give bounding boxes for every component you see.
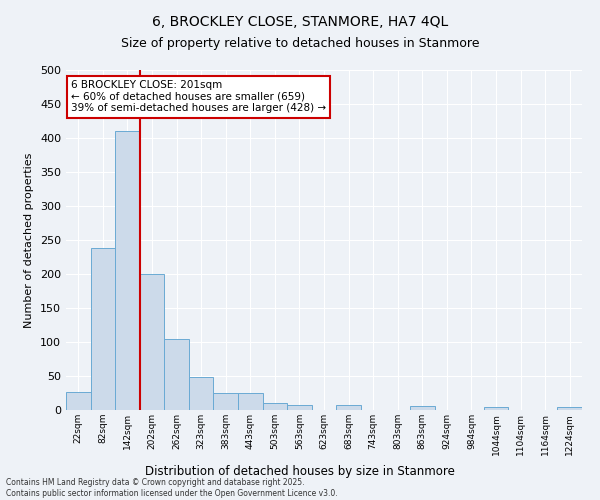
Bar: [263, 402, 287, 410]
Bar: [91, 248, 115, 410]
Bar: [214, 393, 238, 410]
Bar: [115, 131, 140, 410]
Text: Contains HM Land Registry data © Crown copyright and database right 2025.
Contai: Contains HM Land Registry data © Crown c…: [6, 478, 338, 498]
Bar: [410, 406, 434, 410]
Y-axis label: Number of detached properties: Number of detached properties: [25, 152, 34, 328]
Bar: [238, 393, 263, 410]
Text: 6, BROCKLEY CLOSE, STANMORE, HA7 4QL: 6, BROCKLEY CLOSE, STANMORE, HA7 4QL: [152, 15, 448, 29]
Bar: [484, 408, 508, 410]
Bar: [336, 405, 361, 410]
Bar: [66, 392, 91, 410]
Bar: [164, 338, 189, 410]
Bar: [189, 376, 214, 410]
Text: Size of property relative to detached houses in Stanmore: Size of property relative to detached ho…: [121, 38, 479, 51]
Bar: [287, 404, 312, 410]
Bar: [557, 408, 582, 410]
Text: Distribution of detached houses by size in Stanmore: Distribution of detached houses by size …: [145, 465, 455, 478]
Bar: [140, 274, 164, 410]
Text: 6 BROCKLEY CLOSE: 201sqm
← 60% of detached houses are smaller (659)
39% of semi-: 6 BROCKLEY CLOSE: 201sqm ← 60% of detach…: [71, 80, 326, 114]
